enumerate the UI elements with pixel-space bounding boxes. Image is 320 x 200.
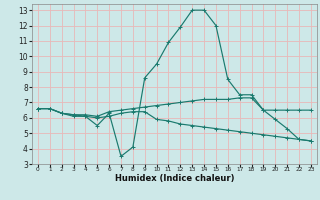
X-axis label: Humidex (Indice chaleur): Humidex (Indice chaleur) [115, 174, 234, 183]
